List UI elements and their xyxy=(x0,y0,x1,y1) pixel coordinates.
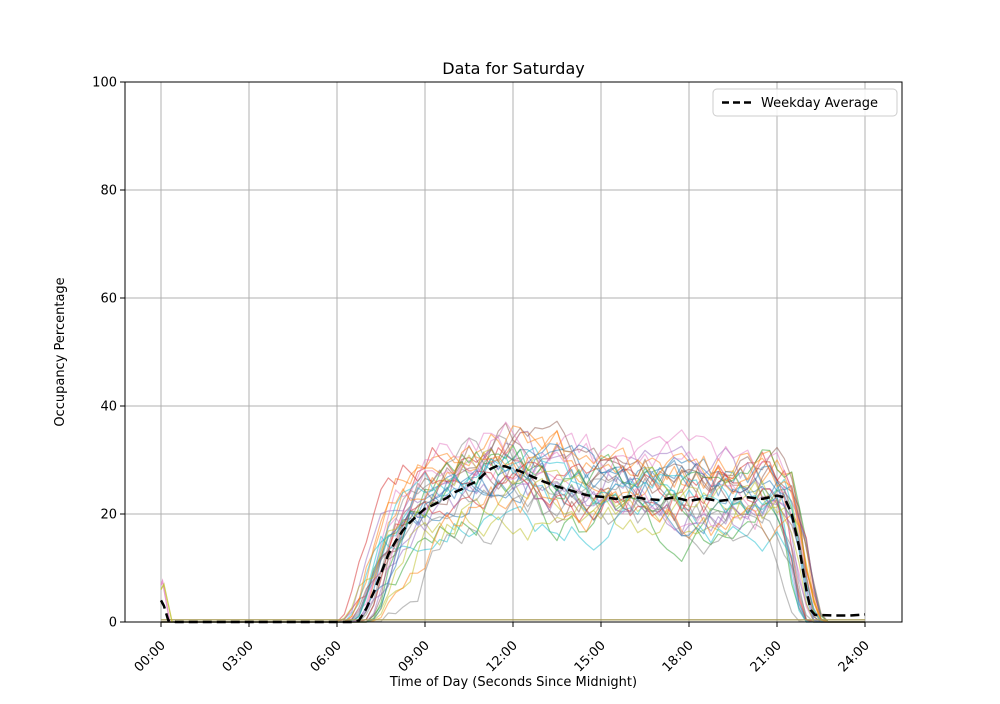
axis-tick-marks xyxy=(120,81,866,627)
grid-lines xyxy=(125,81,902,623)
x-tick-label: 21:00 xyxy=(748,638,785,675)
legend-box xyxy=(712,88,898,117)
x-tick-label: 00:00 xyxy=(132,638,169,675)
x-tick-label: 18:00 xyxy=(660,638,697,675)
y-axis-label: Occupancy Percentage xyxy=(53,277,68,426)
x-tick-label: 24:00 xyxy=(836,638,873,675)
x-tick-label: 06:00 xyxy=(308,638,345,675)
x-tick-label: 03:00 xyxy=(220,638,257,675)
chart-title: Data for Saturday xyxy=(442,59,584,78)
legend: Weekday Average xyxy=(712,88,898,117)
midnight-spike-line xyxy=(160,582,173,623)
weekday-average-line xyxy=(159,464,866,624)
x-tick-labels: 00:00 03:00 06:00 09:00 12:00 15:00 18:00 21:00… xyxy=(132,638,873,675)
legend-entry-label: Weekday Average xyxy=(761,96,878,111)
y-tick-labels: 0 20 40 60 80 100 xyxy=(92,76,117,631)
x-tick-label: 15:00 xyxy=(572,638,609,675)
y-tick-label: 60 xyxy=(100,292,117,307)
y-tick-label: 0 xyxy=(109,616,117,631)
y-tick-label: 20 xyxy=(100,508,117,523)
y-tick-label: 40 xyxy=(100,400,117,415)
x-axis-label: Time of Day (Seconds Since Midnight) xyxy=(389,675,637,690)
x-tick-label: 09:00 xyxy=(396,638,433,675)
average-series-line xyxy=(159,464,866,624)
y-tick-label: 80 xyxy=(100,184,117,199)
y-tick-label: 100 xyxy=(92,76,117,91)
midnight-spike-line xyxy=(160,578,171,623)
floor-and-spike-lines xyxy=(160,578,865,623)
x-tick-label: 12:00 xyxy=(484,638,521,675)
